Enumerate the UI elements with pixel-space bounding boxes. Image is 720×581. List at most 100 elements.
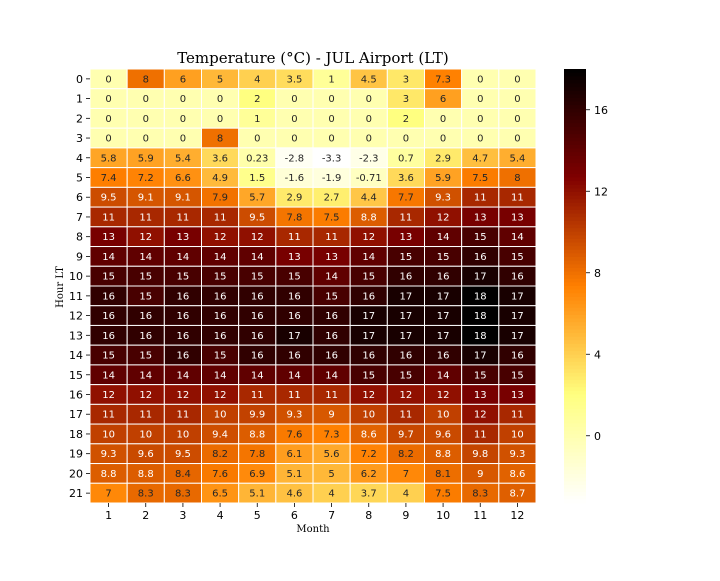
cell-value-label: 17 bbox=[437, 311, 450, 322]
cell-value-label: 14 bbox=[362, 252, 375, 263]
cell-value-label: 1.5 bbox=[249, 173, 265, 184]
cell-value-label: 5.4 bbox=[509, 153, 525, 164]
colorbar-segment bbox=[564, 134, 586, 139]
cell-value-label: 12 bbox=[437, 390, 450, 401]
cell-value-label: 17 bbox=[474, 272, 487, 283]
cell-value-label: 12 bbox=[400, 390, 413, 401]
cell-value-label: 14 bbox=[251, 370, 264, 381]
cell-value-label: 15 bbox=[325, 291, 338, 302]
y-tick-label: 15 bbox=[69, 369, 83, 382]
cell-value-label: 0 bbox=[403, 134, 409, 145]
colorbar-segment bbox=[564, 202, 586, 208]
cell-value-label: 7.8 bbox=[249, 449, 265, 460]
cell-value-label: 17 bbox=[511, 311, 524, 322]
colorbar-segment bbox=[564, 79, 586, 85]
x-tick-label: 1 bbox=[105, 509, 112, 522]
cell-value-label: 12 bbox=[437, 212, 450, 223]
cell-value-label: 16 bbox=[251, 351, 264, 362]
colorbar-segment bbox=[564, 376, 586, 381]
colorbar-segment bbox=[564, 336, 586, 341]
cell-value-label: 17 bbox=[400, 311, 413, 322]
cell-value-label: 9.8 bbox=[472, 449, 488, 460]
cell-value-label: 16 bbox=[177, 331, 190, 342]
colorbar-segment bbox=[564, 437, 586, 443]
y-tick-label: 2 bbox=[76, 112, 83, 125]
colorbar-segment bbox=[564, 300, 586, 305]
cell-value-label: 14 bbox=[437, 232, 450, 243]
colorbar-segment bbox=[564, 358, 586, 363]
cell-value-label: 16 bbox=[400, 272, 413, 283]
cell-value-label: -0.71 bbox=[356, 173, 382, 184]
cell-value-label: 16 bbox=[251, 311, 264, 322]
cell-value-label: 9.5 bbox=[175, 449, 191, 460]
cell-value-label: 7.2 bbox=[138, 173, 154, 184]
cell-value-label: 15 bbox=[177, 272, 190, 283]
cell-value-label: 14 bbox=[177, 370, 190, 381]
cell-value-label: 16 bbox=[214, 331, 227, 342]
x-tick-label: 2 bbox=[142, 509, 149, 522]
colorbar-segment bbox=[564, 463, 586, 468]
cell-value-label: 9.5 bbox=[101, 193, 117, 204]
colorbar-segment bbox=[564, 361, 586, 367]
colorbar-segment bbox=[564, 87, 586, 92]
cell-value-label: 14 bbox=[102, 370, 115, 381]
cell-value-label: 0 bbox=[291, 134, 297, 145]
cell-value-label: 7.5 bbox=[472, 173, 488, 184]
x-tick-label: 9 bbox=[402, 509, 409, 522]
colorbar-segment bbox=[564, 477, 586, 482]
cell-value-label: 8.8 bbox=[101, 469, 117, 480]
cell-value-label: 12 bbox=[139, 390, 152, 401]
cell-value-label: 7.9 bbox=[212, 193, 228, 204]
cell-value-label: 15 bbox=[362, 272, 375, 283]
y-tick-label: 6 bbox=[76, 191, 83, 204]
cell-value-label: 14 bbox=[214, 252, 227, 263]
colorbar-segment bbox=[564, 383, 586, 388]
cell-value-label: -2.8 bbox=[285, 153, 305, 164]
cell-value-label: 15 bbox=[400, 252, 413, 263]
x-tick-label: 11 bbox=[473, 509, 487, 522]
colorbar-segment bbox=[564, 195, 586, 200]
colorbar-segment bbox=[564, 380, 586, 385]
cell-value-label: 16 bbox=[214, 311, 227, 322]
colorbar-segment bbox=[564, 293, 586, 298]
colorbar-segment bbox=[564, 434, 586, 439]
cell-value-label: 17 bbox=[437, 331, 450, 342]
cell-value-label: 9.5 bbox=[249, 212, 265, 223]
cell-value-label: 5.4 bbox=[175, 153, 191, 164]
colorbar-segment bbox=[564, 159, 586, 164]
cell-value-label: 10 bbox=[362, 410, 375, 421]
cell-value-label: 8.8 bbox=[138, 469, 154, 480]
colorbar-segment bbox=[564, 481, 586, 486]
cell-value-label: 14 bbox=[511, 232, 524, 243]
colorbar-segment bbox=[564, 163, 586, 168]
cell-value-label: 11 bbox=[139, 212, 152, 223]
cell-value-label: 15 bbox=[474, 232, 487, 243]
cell-value-label: 17 bbox=[400, 331, 413, 342]
cell-value-label: 10 bbox=[139, 429, 152, 440]
cell-value-label: 9.3 bbox=[509, 449, 525, 460]
colorbar-segment bbox=[564, 238, 586, 244]
cell-value-label: 13 bbox=[325, 252, 338, 263]
cell-value-label: 11 bbox=[177, 410, 190, 421]
cell-value-label: 14 bbox=[288, 370, 301, 381]
cell-value-label: 6.2 bbox=[361, 469, 377, 480]
cell-value-label: 16 bbox=[325, 331, 338, 342]
colorbar-segment bbox=[564, 427, 586, 432]
colorbar-segment bbox=[564, 387, 586, 392]
cell-value-label: 5.9 bbox=[138, 153, 154, 164]
x-axis-ticks: 1 2 3 4 5 6 7 8 9 10 11 12 bbox=[105, 503, 524, 522]
cell-value-label: -3.3 bbox=[322, 153, 342, 164]
colorbar-segment bbox=[564, 398, 586, 403]
colorbar-segment bbox=[564, 246, 586, 251]
x-tick-label: 6 bbox=[291, 509, 298, 522]
cell-value-label: 0 bbox=[366, 114, 372, 125]
colorbar-segment bbox=[564, 123, 586, 128]
cell-value-label: 0 bbox=[440, 134, 446, 145]
colorbar-segment bbox=[564, 94, 586, 99]
y-tick-label: 14 bbox=[69, 349, 83, 362]
colorbar-segment bbox=[564, 441, 586, 446]
cell-value-label: 16 bbox=[362, 351, 375, 362]
cell-value-label: 11 bbox=[251, 390, 264, 401]
cell-value-label: 17 bbox=[511, 331, 524, 342]
cell-value-label: 5.1 bbox=[286, 469, 302, 480]
